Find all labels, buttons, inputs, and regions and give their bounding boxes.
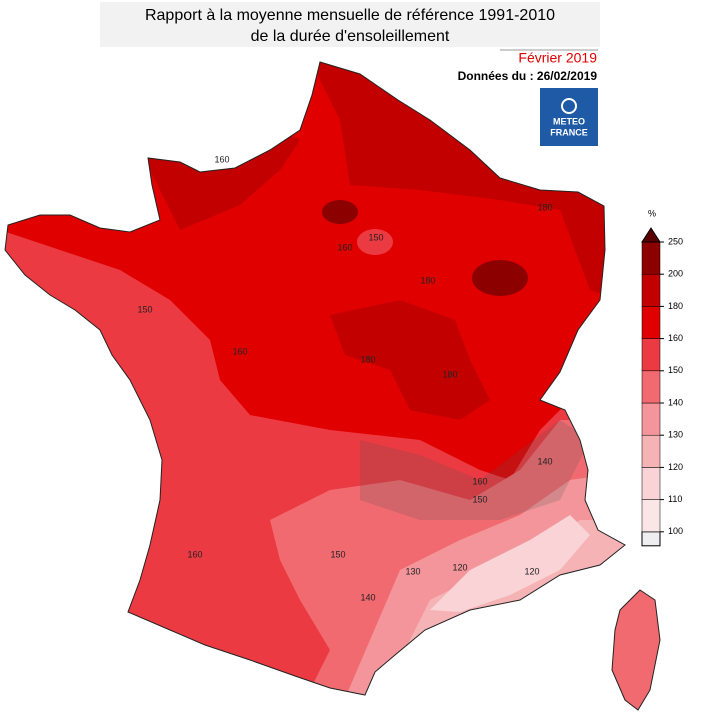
- legend-label: 200: [668, 269, 683, 279]
- legend-label: 140: [668, 397, 683, 407]
- contour-label: 150: [137, 304, 152, 314]
- legend-label: 130: [668, 430, 683, 440]
- legend-box: [641, 499, 661, 533]
- title-line: Rapport à la moyenne mensuelle de référe…: [145, 7, 555, 24]
- contour-label: 150: [330, 549, 345, 559]
- legend-top: [641, 227, 661, 243]
- contour-label: 120: [524, 566, 539, 576]
- contour-label: 150: [472, 494, 487, 504]
- legend-box: [641, 241, 661, 275]
- contour-label: 120: [452, 562, 467, 572]
- contour-label: 160: [214, 154, 229, 164]
- legend-label: 100: [668, 526, 683, 536]
- contour-label: 160: [472, 476, 487, 486]
- zone: [330, 300, 490, 420]
- contour-label: 180: [537, 202, 552, 212]
- legend-box: [641, 467, 661, 500]
- relief: [360, 420, 590, 520]
- corsica: [611, 589, 661, 711]
- title-background: [100, 2, 600, 47]
- legend-box: [641, 434, 661, 468]
- legend-label: 250: [668, 236, 683, 246]
- contour-label: 140: [360, 592, 375, 602]
- data-date: Données du : 26/02/2019: [458, 69, 598, 83]
- contour-labels: 180 180 160 150 160 180 180 150 160 150 140 160 150 1…: [137, 154, 552, 602]
- legend-box: [641, 338, 661, 372]
- contour-label: 150: [368, 232, 383, 242]
- logo-text: METEO: [553, 116, 585, 126]
- period: Février 2019: [518, 50, 597, 66]
- legend-label: 120: [668, 462, 683, 472]
- logo: [540, 88, 598, 146]
- legend-box: [641, 531, 661, 547]
- contour-label: 180: [420, 275, 435, 285]
- zone: [322, 200, 358, 224]
- contour-label: 160: [232, 346, 247, 356]
- legend-box: [641, 273, 661, 307]
- legend-label: 150: [668, 365, 683, 375]
- contour-label: 180: [360, 354, 375, 364]
- contour-label: 130: [405, 566, 420, 576]
- legend-label: 180: [668, 301, 683, 311]
- legend-label: 160: [668, 333, 683, 343]
- legend-box: [641, 402, 661, 436]
- contour-label: 160: [187, 549, 202, 559]
- legend-unit: %: [648, 208, 656, 218]
- logo-text: FRANCE: [550, 127, 588, 137]
- zone: [357, 229, 393, 255]
- title-line: de la durée d'ensoleillement: [251, 28, 450, 45]
- zone: [430, 515, 590, 612]
- legend: 100 110 120 130 140 150 160 180 200 250: [641, 227, 683, 547]
- legend-box: [641, 370, 661, 404]
- contour-label: 180: [442, 369, 457, 379]
- logo-icon: [561, 98, 577, 114]
- contour-label: 140: [537, 456, 552, 466]
- contour-label: 160: [337, 242, 352, 252]
- zone: [472, 260, 528, 296]
- legend-label: 110: [668, 494, 682, 504]
- legend-box: [641, 306, 661, 339]
